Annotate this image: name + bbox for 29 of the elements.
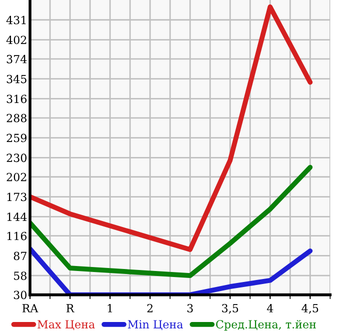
x-tick-label: 3 <box>187 304 193 312</box>
x-tick-label: 3,5 <box>222 304 238 314</box>
legend-label: Min Цена <box>128 320 183 330</box>
x-tick-label: 4,5 <box>302 304 318 314</box>
x-tick-label: 4 <box>266 304 274 312</box>
x-tick-label: R <box>66 304 74 312</box>
y-tick-label: 202 <box>6 172 26 182</box>
y-tick-label: 316 <box>6 94 27 104</box>
x-tick-label: 1 <box>108 304 112 312</box>
y-tick-label: 87 <box>14 252 26 260</box>
y-tick-label: 58 <box>14 272 26 280</box>
y-tick-label: 259 <box>6 134 26 142</box>
y-tick-label: 173 <box>7 192 26 202</box>
x-tick-label: RA <box>22 304 38 312</box>
line-series <box>30 4 313 252</box>
y-tick-label: 288 <box>6 114 26 122</box>
y-tick-label: 374 <box>6 54 27 64</box>
legend-label: Max Цена <box>38 320 95 330</box>
y-tick-label: 345 <box>6 74 26 84</box>
line-series <box>30 246 313 295</box>
x-tick-label: 2 <box>147 304 153 312</box>
y-tick-label: 230 <box>6 154 26 162</box>
line-series <box>30 164 313 278</box>
legend-label: Сред.Цена, т.йен <box>216 320 316 331</box>
y-tick-label: 402 <box>6 36 26 44</box>
y-tick-label: 30 <box>14 290 26 300</box>
y-tick-label: 116 <box>7 232 27 240</box>
y-tick-label: 144 <box>7 212 27 221</box>
y-tick-label: 431 <box>6 16 26 24</box>
